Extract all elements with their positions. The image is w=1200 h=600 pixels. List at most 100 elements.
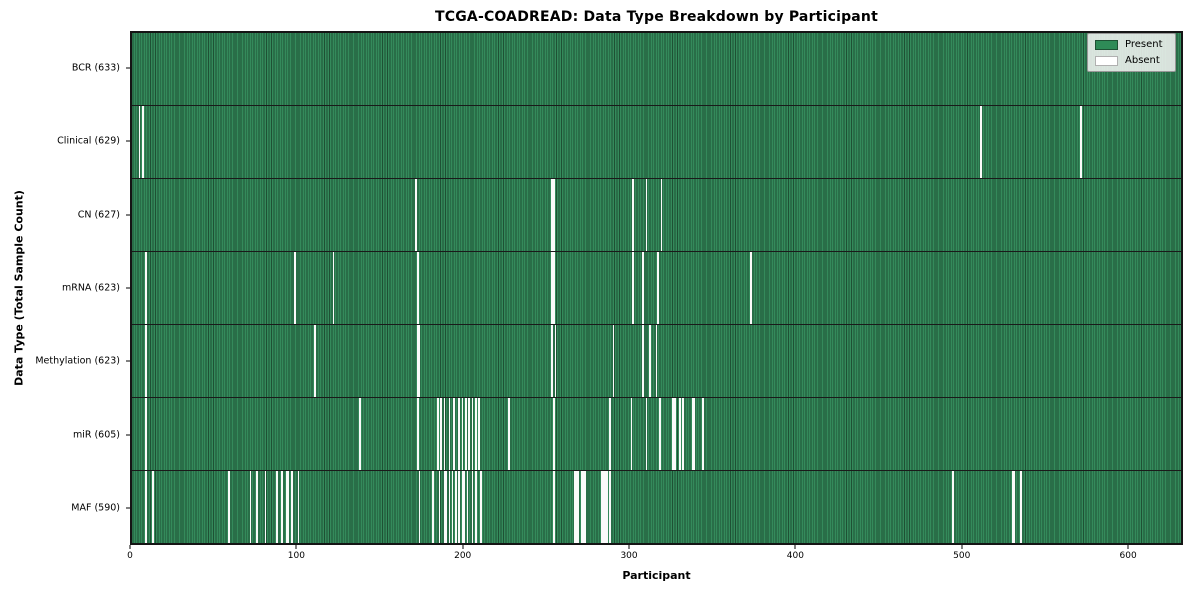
absent-mark [276,471,278,543]
x-tick-mark [628,545,630,549]
x-tick-label-500: 500 [953,551,971,561]
absent-mark [582,471,585,543]
absent-mark [554,325,557,397]
absent-mark [332,252,335,324]
absent-mark [249,471,252,543]
absent-mark [287,471,290,543]
absent-mark [642,325,645,397]
x-tick-mark [462,545,464,549]
absent-mark [294,252,297,324]
heatmap-row-methylation [132,325,1181,398]
absent-mark [678,398,681,470]
x-tick-label-400: 400 [786,551,804,561]
y-tick-label-mrna: mRNA (623) [61,282,120,294]
absent-mark [461,471,464,543]
absent-mark [281,471,283,543]
absent-mark [417,252,419,324]
absent-mark [475,398,477,470]
absent-mark [673,398,676,470]
absent-mark [264,471,267,543]
absent-mark [480,471,482,543]
absent-mark [478,398,480,470]
y-tick-label-bcr: BCR (633) [71,62,120,74]
absent-mark [471,471,474,543]
absent-mark [702,398,704,470]
absent-mark [750,252,752,324]
absent-mark [418,325,421,397]
y-tick-mark [126,434,130,436]
absent-mark [145,252,147,324]
absent-mark [1079,106,1082,178]
absent-mark [443,471,446,543]
absent-mark [576,471,578,543]
absent-mark [465,398,467,470]
absent-mark [657,252,659,324]
x-axis: 0 100 200 300 400 500 600 [127,545,1183,571]
absent-mark [418,471,421,543]
x-tick-label-100: 100 [287,551,305,561]
y-tick-label-cn: CN (627) [77,209,120,221]
y-tick-label-methylation: Methylation (623) [35,355,120,367]
heatmap-row-mrna [132,252,1181,325]
absent-mark [649,325,651,397]
x-tick-label-600: 600 [1119,551,1137,561]
y-tick-label-mir: miR (605) [72,429,120,441]
absent-mark [605,471,608,543]
absent-mark [632,179,635,251]
absent-mark [455,471,457,543]
heatmap-row-clinical [132,106,1181,179]
absent-mark [463,471,466,543]
absent-mark [448,471,451,543]
heatmap-row-maf [132,471,1181,543]
absent-mark [431,471,434,543]
absent-mark [577,471,580,543]
x-tick-mark [794,545,796,549]
absent-mark [440,398,442,470]
absent-mark [980,106,983,178]
absent-mark [468,398,471,470]
heatmap-row-bcr [132,33,1181,106]
absent-mark [256,471,258,543]
heatmap-row-mir [132,398,1181,471]
absent-mark [458,398,461,470]
absent-mark [952,471,954,543]
absent-mark [228,471,230,543]
absent-mark [1011,471,1014,543]
absent-mark [612,325,615,397]
legend-item-present: Present [1095,39,1168,50]
absent-mark [655,325,658,397]
x-tick-mark [1127,545,1129,549]
absent-mark [658,398,661,470]
x-tick-mark [129,545,131,549]
legend-label: Present [1125,39,1163,50]
absent-mark [138,106,141,178]
y-tick-mark [126,140,130,142]
absent-mark [552,179,555,251]
absent-mark [443,398,446,470]
legend-item-absent: Absent [1095,55,1168,66]
absent-mark [581,471,583,543]
absent-mark [145,471,147,543]
legend-label: Absent [1125,55,1160,66]
absent-mark [297,471,300,543]
absent-mark [448,398,451,470]
absent-mark [609,398,611,470]
absent-mark [609,471,611,543]
absent-mark [552,471,555,543]
absent-mark [475,471,477,543]
absent-mark [645,398,648,470]
absent-mark [466,471,469,543]
y-tick-mark [126,67,130,69]
plot-area [130,31,1183,545]
absent-mark [145,398,147,470]
y-tick-mark [126,360,130,362]
y-tick-mark [126,507,130,509]
absent-mark [642,252,645,324]
absent-mark [508,398,510,470]
absent-mark [438,471,441,543]
y-tick-label-maf: MAF (590) [71,502,120,514]
legend: Present Absent [1087,33,1176,72]
absent-mark [552,252,555,324]
chart-title: TCGA-COADREAD: Data Type Breakdown by Pa… [435,9,878,25]
